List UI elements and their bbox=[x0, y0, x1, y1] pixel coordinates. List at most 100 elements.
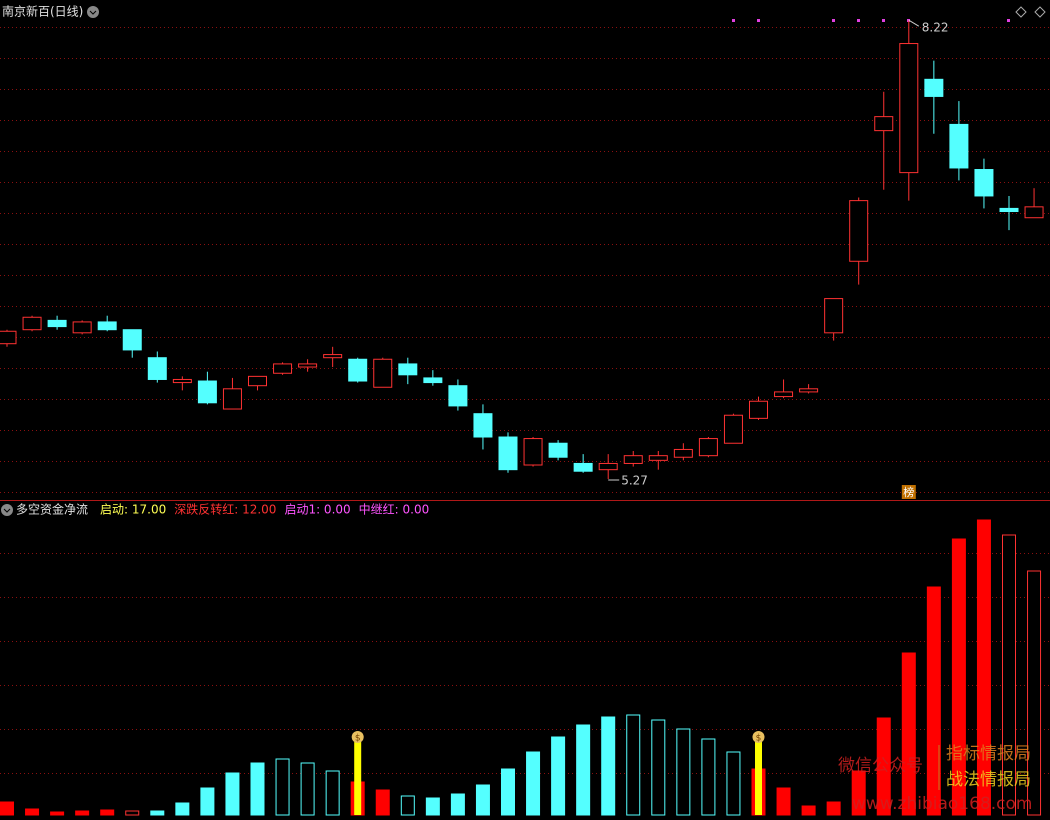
candle-body bbox=[949, 123, 969, 169]
candle-body bbox=[473, 413, 493, 438]
candle-body bbox=[122, 329, 142, 351]
bar bbox=[175, 802, 190, 816]
candle-body bbox=[448, 385, 468, 407]
candle-body bbox=[924, 78, 944, 97]
candle-body bbox=[698, 438, 718, 457]
candle-body bbox=[398, 363, 418, 376]
bar bbox=[225, 772, 240, 816]
candle-body bbox=[849, 200, 869, 262]
toggle-icon[interactable] bbox=[1015, 6, 1027, 18]
candle-body bbox=[172, 378, 192, 384]
signal-dot bbox=[732, 19, 735, 22]
bar bbox=[100, 809, 115, 816]
bar bbox=[50, 811, 65, 816]
candle-body bbox=[749, 400, 768, 419]
candle-body bbox=[824, 298, 844, 334]
candle-body bbox=[72, 321, 92, 334]
bar bbox=[776, 787, 791, 816]
bar bbox=[726, 751, 741, 816]
candle-body bbox=[899, 43, 919, 174]
candle-body bbox=[723, 414, 743, 444]
candle-body bbox=[774, 391, 794, 398]
bar bbox=[300, 762, 315, 816]
bar bbox=[450, 793, 465, 816]
bar bbox=[400, 795, 415, 816]
bar bbox=[876, 717, 891, 816]
bar bbox=[626, 714, 641, 816]
bar bbox=[851, 770, 866, 816]
candle-body bbox=[147, 357, 167, 380]
bar bbox=[325, 770, 340, 816]
candle-body bbox=[799, 388, 819, 393]
candle-body bbox=[573, 462, 593, 472]
candle-body bbox=[999, 207, 1019, 213]
watermark: 指标情报局 bbox=[946, 744, 1031, 764]
badge-box bbox=[901, 485, 916, 499]
candle-body bbox=[197, 380, 217, 404]
candle-body bbox=[423, 377, 443, 384]
candle-body bbox=[373, 358, 393, 388]
watermark: 微信公众号 bbox=[838, 756, 923, 776]
candle-body bbox=[298, 363, 318, 368]
candle-body bbox=[248, 375, 267, 387]
candle-body bbox=[323, 354, 343, 359]
bar bbox=[375, 789, 390, 816]
bar bbox=[526, 751, 541, 816]
watermark: 战法情报局 bbox=[946, 770, 1031, 790]
bar bbox=[676, 728, 691, 816]
annotation-arrow bbox=[908, 19, 920, 27]
bar bbox=[125, 810, 140, 816]
bar bbox=[551, 736, 566, 816]
bar bbox=[200, 787, 215, 816]
legend-entry: 深跌反转红: 12.00 bbox=[174, 502, 276, 517]
bar bbox=[926, 586, 941, 816]
candle-body bbox=[1024, 206, 1044, 219]
money-icon: $ bbox=[756, 734, 762, 744]
bar bbox=[425, 797, 440, 816]
candle-body bbox=[498, 436, 518, 471]
money-bag bbox=[752, 731, 765, 743]
candle-body bbox=[222, 388, 242, 410]
bar bbox=[501, 768, 515, 816]
bar bbox=[801, 805, 816, 816]
candle-body bbox=[673, 448, 693, 458]
candle-body bbox=[97, 321, 117, 331]
candle-body bbox=[22, 316, 42, 331]
bar bbox=[826, 801, 841, 816]
money-bag bbox=[351, 731, 364, 743]
candle-body bbox=[548, 442, 568, 458]
high-label: 8.22 bbox=[922, 21, 949, 35]
menu-icon bbox=[3, 508, 11, 513]
bar bbox=[601, 716, 616, 816]
chart-title: 南京新百(日线) bbox=[2, 4, 83, 19]
candle-body bbox=[523, 438, 543, 466]
candle-body bbox=[648, 455, 668, 461]
signal-bar bbox=[354, 742, 362, 815]
bar bbox=[976, 519, 991, 816]
signal-dot bbox=[882, 19, 885, 22]
candle-body bbox=[623, 455, 643, 464]
candle-body bbox=[874, 116, 894, 132]
indicator-title: 多空资金净流 bbox=[16, 502, 88, 517]
menu-icon bbox=[89, 10, 97, 15]
signal-dot bbox=[1007, 19, 1010, 22]
candle-body bbox=[0, 330, 17, 345]
bar bbox=[1027, 570, 1042, 816]
menu-button[interactable] bbox=[1, 504, 13, 516]
menu-button[interactable] bbox=[87, 6, 99, 18]
bar bbox=[150, 810, 165, 816]
low-label: 5.27 bbox=[621, 474, 648, 488]
candle-body bbox=[598, 462, 618, 471]
candle-body bbox=[273, 363, 293, 374]
bar bbox=[1002, 534, 1016, 816]
bar bbox=[0, 801, 14, 816]
toggle-icon[interactable] bbox=[1034, 6, 1046, 18]
candle-body bbox=[974, 169, 994, 197]
bar bbox=[25, 808, 40, 816]
legend-entry: 中继红: 0.00 bbox=[359, 502, 430, 517]
candle-body bbox=[47, 319, 67, 328]
bar bbox=[576, 724, 591, 816]
